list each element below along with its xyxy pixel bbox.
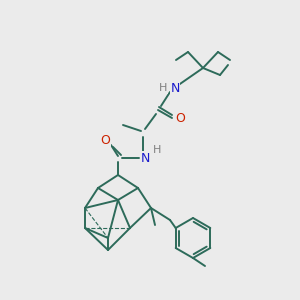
Text: N: N [140,152,150,164]
Text: H: H [159,83,167,93]
Text: O: O [100,134,110,146]
Text: N: N [170,82,180,94]
Text: H: H [153,145,161,155]
Text: O: O [175,112,185,124]
